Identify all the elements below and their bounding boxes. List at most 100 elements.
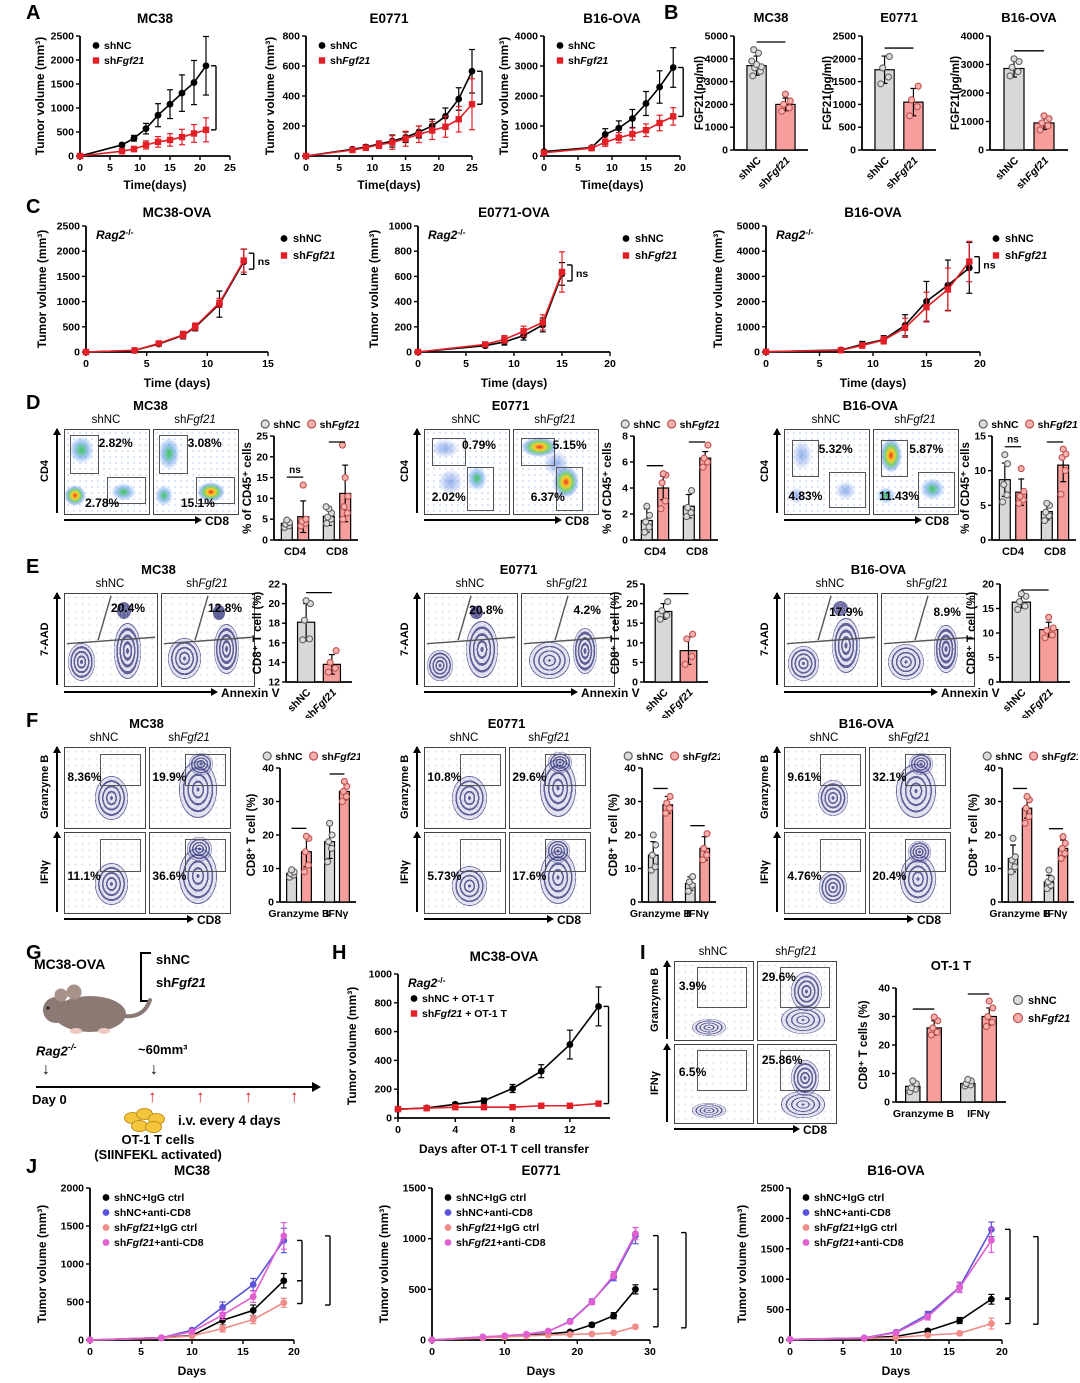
flow-plot: 8.9%: [881, 593, 975, 687]
flow-title: E0771: [499, 562, 538, 577]
cell-population: [111, 482, 137, 502]
data-dot: [663, 799, 671, 807]
flow-gate: [70, 435, 99, 474]
chart-f-e0771: 0 10 20 30 40 CD8⁺ T cell (%) Granzyme B IFNγ sh…: [606, 722, 723, 931]
flow-column-label: shNC: [451, 414, 481, 426]
data-dot: [778, 107, 786, 115]
chart-title: B16-OVA: [583, 11, 641, 26]
flow-gate: [100, 839, 141, 872]
flow-title: B16-OVA: [838, 716, 895, 731]
flow-gate: [696, 966, 748, 1008]
y-tick: 40: [624, 763, 636, 775]
y-tick: 500: [408, 1284, 426, 1296]
legend-label: shNC: [275, 751, 303, 763]
cell-population: [546, 838, 570, 863]
bar: [1003, 67, 1025, 151]
cell-population: [879, 437, 902, 473]
category-label: shFgf21: [1014, 155, 1051, 192]
x-axis-arrowhead-icon: [555, 516, 562, 524]
y-axis-arrowhead-icon: [773, 831, 781, 838]
data-dot: [302, 597, 310, 605]
legend-label: shFgf21: [320, 419, 360, 431]
cell-population: [426, 650, 453, 682]
data-dot: [685, 878, 693, 886]
y-tick: 10: [982, 628, 994, 640]
x-tick: 5: [463, 358, 469, 370]
data-dot: [1042, 508, 1050, 516]
flow-plot: 32.1%: [869, 747, 951, 829]
y-tick: 1500: [761, 1243, 785, 1255]
y-tick: 1000: [403, 1233, 427, 1245]
group-label: IFNγ: [967, 1108, 990, 1120]
data-dot: [927, 1031, 935, 1039]
y-axis-label: Tumor volume (mm³): [33, 37, 47, 155]
y-tick: 0: [406, 347, 412, 359]
flow-gate: [779, 966, 831, 1008]
data-dot: [1021, 819, 1029, 827]
line-chart: MC38-OVA 0 500 1000 1500 2000 2500 0 5 10 15 Tumor …: [35, 205, 335, 390]
panel-label-d: D: [26, 392, 41, 414]
data-dot: [1007, 868, 1015, 876]
y-tick: 40: [878, 983, 890, 995]
series-line: [543, 67, 674, 153]
flow-column-label: shNC: [815, 578, 845, 590]
chart-title: MC38-OVA: [470, 949, 539, 964]
cell-population: [466, 620, 498, 678]
data-dot: [703, 851, 711, 859]
legend-label: shFgf21: [322, 751, 360, 763]
x-axis-label: Days: [882, 1364, 911, 1378]
data-dot: [1015, 598, 1024, 606]
data-dot: [659, 470, 667, 478]
cell-population: [67, 642, 96, 682]
flow-column-label: shFgf21: [534, 414, 576, 426]
data-dot: [325, 838, 333, 846]
gate-percentage: 6.5%: [678, 1064, 707, 1079]
data-dot: [342, 792, 350, 801]
category-label: shFgf21: [756, 155, 793, 192]
flow-x-label: Annexin V: [941, 686, 1000, 700]
panel-label-j: J: [26, 1156, 38, 1178]
flow-title: E0771: [487, 716, 526, 731]
y-tick: 0: [268, 897, 274, 909]
data-dot: [699, 463, 707, 471]
data-dot: [914, 82, 922, 90]
data-dot: [1008, 63, 1016, 71]
y-tick: 0: [78, 1335, 84, 1347]
data-dot: [1043, 499, 1051, 507]
flow-gate: [460, 753, 501, 786]
cell-population: [430, 439, 460, 458]
data-dot: [930, 1013, 938, 1021]
bar-chart: MC38010002000300040005000FGF21(pg/ml)shN…: [694, 10, 808, 192]
x-tick: 20: [433, 162, 445, 174]
gate-percentage: 5.32%: [818, 441, 853, 456]
day0-label: Day 0: [32, 1092, 67, 1107]
y-tick: 0: [294, 151, 300, 163]
y-tick: 2500: [51, 31, 75, 43]
cell-population: [158, 436, 181, 471]
flow-gate: [545, 839, 586, 872]
cell-population: [692, 1018, 727, 1037]
legend-label: shNC: [991, 419, 1019, 431]
data-dot: [339, 787, 347, 795]
bar: [699, 457, 712, 541]
cell-population: [788, 487, 806, 504]
y-tick: 1500: [61, 1221, 85, 1233]
y-axis-arrow: [416, 593, 418, 685]
x-tick: 10: [606, 162, 618, 174]
x-tick: 8: [510, 1124, 516, 1136]
flow-plot: 10.8%: [424, 747, 506, 829]
flow-gate: [185, 839, 226, 872]
chart-c-b16ova: B16-OVA 0 1000 2000 3000 4000 5000 0 5 10 15 20 Tumo…: [710, 204, 1078, 397]
bar-chart: E077105001000150020002500FGF21(pg/ml)shN…: [822, 10, 936, 192]
legend-label: shFgf21+anti-CD8: [814, 1237, 904, 1249]
y-axis-label: % of CD45⁺ cells: [242, 442, 254, 534]
group-label: IFNγ: [326, 908, 349, 920]
flow-title: B16-OVA: [842, 398, 899, 413]
cell-population: [154, 485, 174, 506]
data-dot: [666, 792, 674, 801]
y-tick: 4000: [515, 31, 539, 43]
y-tick: 3000: [705, 76, 729, 88]
x-axis-label: Time(days): [123, 178, 186, 192]
y-axis-arrowhead-icon: [663, 1043, 671, 1050]
